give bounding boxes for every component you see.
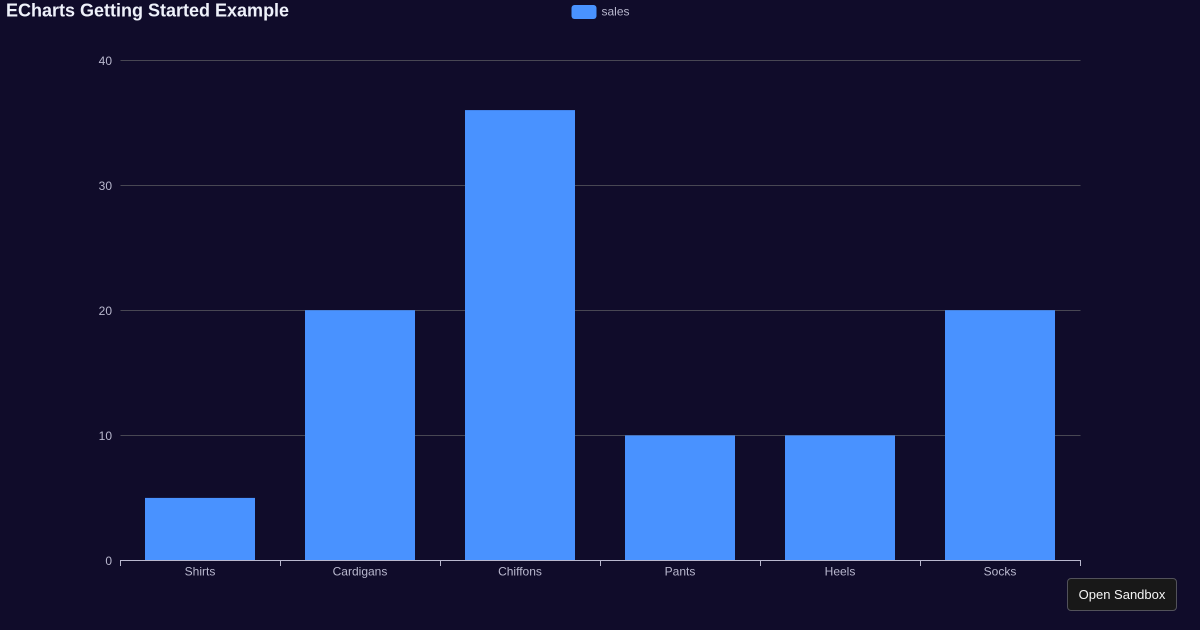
svg-text:Chiffons: Chiffons <box>498 565 542 579</box>
svg-text:Shirts: Shirts <box>185 565 216 579</box>
svg-text:Pants: Pants <box>665 565 696 579</box>
svg-text:Heels: Heels <box>825 565 856 579</box>
svg-text:ECharts Getting Started Exampl: ECharts Getting Started Example <box>6 1 289 21</box>
svg-text:0: 0 <box>105 554 112 568</box>
svg-text:20: 20 <box>99 304 113 318</box>
svg-text:Cardigans: Cardigans <box>333 565 388 579</box>
svg-text:Socks: Socks <box>984 565 1017 579</box>
svg-text:10: 10 <box>99 429 113 443</box>
svg-text:30: 30 <box>99 179 113 193</box>
svg-text:sales: sales <box>602 4 630 18</box>
svg-text:40: 40 <box>99 54 113 68</box>
